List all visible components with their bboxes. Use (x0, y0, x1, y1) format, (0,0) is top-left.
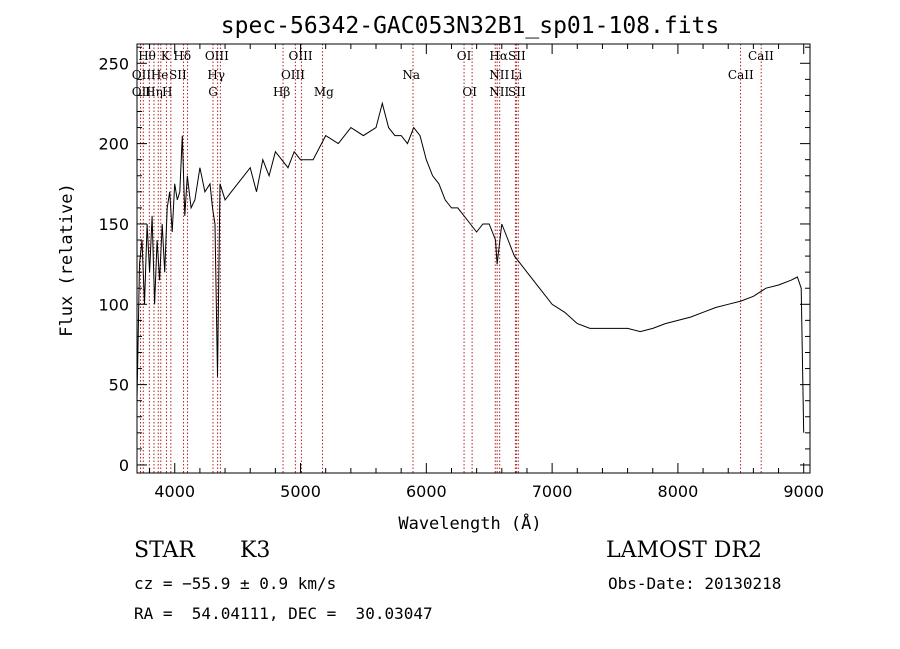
x-tick-label: 4000 (154, 482, 195, 501)
marker-label: CaII (728, 68, 754, 82)
observation-date: Obs-Date: 20130218 (608, 574, 782, 593)
y-tick-label: 100 (98, 295, 129, 314)
object-class: STAR (134, 538, 195, 563)
y-tick-label: 0 (119, 456, 129, 475)
redshift-value: cz = −55.9 ± 0.9 km/s (134, 574, 337, 593)
marker-label: Hγ (207, 68, 225, 82)
object-subclass: K3 (240, 538, 271, 563)
marker-label: He (151, 68, 169, 82)
y-tick-label: 250 (98, 54, 129, 73)
y-tick-label: 200 (98, 135, 129, 154)
x-axis: 4000 5000 6000 7000 8000 9000 (149, 44, 824, 501)
marker-label: OIII (281, 68, 305, 82)
marker-label: Hη (145, 85, 163, 99)
marker-label: OI (462, 85, 477, 99)
marker-label: SII (508, 85, 526, 99)
coordinates: RA = 54.04111, DEC = 30.03047 (134, 604, 433, 623)
marker-label: SII (508, 49, 526, 63)
marker-label: OI (457, 49, 472, 63)
marker-label: Mg (314, 85, 334, 99)
x-tick-label: 8000 (658, 482, 699, 501)
marker-label: Hβ (273, 85, 290, 99)
marker-label: SII (169, 68, 187, 82)
spectrum-line (136, 101, 805, 433)
marker-label: CaII (748, 49, 774, 63)
marker-label: Hα (489, 49, 508, 63)
line-markers (140, 44, 762, 473)
y-axis-label: Flux (relative) (57, 183, 77, 337)
plot-frame (136, 43, 811, 474)
marker-label: Li (510, 68, 522, 82)
x-axis-label: Wavelength (Å) (398, 512, 541, 534)
y-axis: 0 50 100 150 200 250 (98, 46, 810, 475)
y-tick-label: 50 (109, 376, 129, 395)
marker-label: OII (132, 68, 152, 82)
marker-label: OIII (205, 49, 229, 63)
marker-label: K (161, 49, 171, 63)
marker-label: Hθ (138, 49, 156, 63)
chart-title: spec-56342-GAC053N32B1_sp01-108.fits (221, 13, 720, 39)
x-tick-label: 7000 (532, 482, 573, 501)
x-tick-label: 9000 (783, 482, 824, 501)
marker-label: Na (402, 68, 420, 82)
x-tick-label: 6000 (406, 482, 447, 501)
marker-label: H (162, 85, 172, 99)
marker-label: NII (489, 68, 509, 82)
x-tick-label: 5000 (280, 482, 321, 501)
marker-label: NII (489, 85, 509, 99)
marker-label: OIII (289, 49, 313, 63)
marker-label: Hδ (173, 49, 191, 63)
survey-label: LAMOST DR2 (606, 538, 762, 563)
marker-label: G (208, 85, 218, 99)
y-tick-label: 150 (98, 215, 129, 234)
